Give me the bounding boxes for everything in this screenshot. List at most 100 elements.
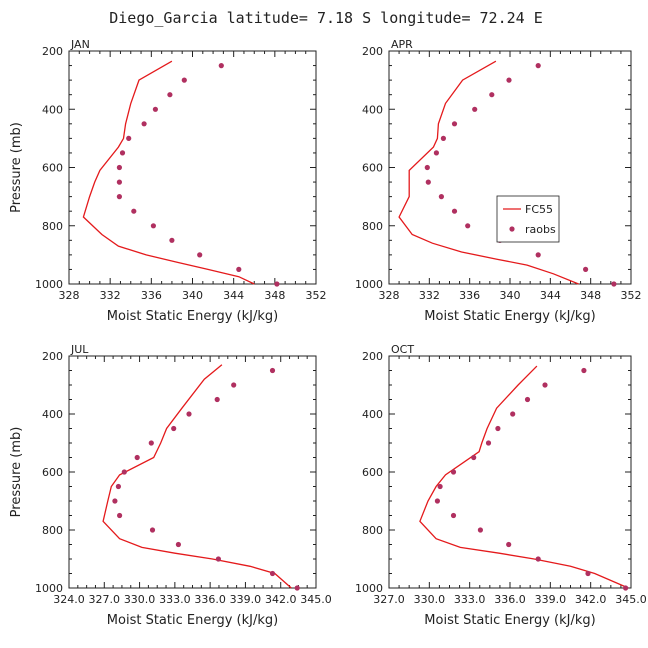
- y-tick-label: 400: [362, 103, 383, 116]
- y-tick-label: 200: [42, 45, 63, 58]
- x-tick-label: 324.0: [53, 593, 85, 606]
- y-tick-label: 800: [42, 220, 63, 233]
- raobs-point: [425, 179, 431, 185]
- y-tick-label: 400: [42, 408, 63, 421]
- x-tick-label: 352: [621, 289, 642, 302]
- month-label: OCT: [391, 343, 414, 356]
- x-tick-label: 332: [419, 289, 440, 302]
- raobs-point: [524, 396, 531, 403]
- raobs-point: [214, 396, 220, 403]
- raobs-point: [623, 585, 629, 591]
- x-tick-label: 340: [182, 289, 203, 302]
- raobs-point: [451, 121, 458, 127]
- x-tick-label: 336.0: [194, 593, 226, 606]
- raobs-point: [535, 556, 541, 562]
- raobs-point: [269, 367, 276, 374]
- x-tick-label: 342.0: [265, 593, 297, 606]
- figure-title: Diego_Garcia latitude= 7.18 S longitude=…: [109, 9, 542, 27]
- raobs-point: [236, 266, 242, 272]
- series-fc55-line: [102, 364, 292, 589]
- x-tick-label: 328: [59, 289, 80, 302]
- x-tick-label: 344: [223, 289, 244, 302]
- raobs-point: [451, 208, 458, 214]
- legend: FC55 raobs: [496, 195, 560, 243]
- panel-jul: JUL 324.0 327.0 330.0 333.0 336.0 339.0 342.0 34…: [9, 343, 332, 628]
- raobs-point: [171, 425, 177, 432]
- raobs-point: [175, 541, 181, 548]
- raobs-point: [581, 367, 587, 374]
- raobs-point: [116, 164, 122, 171]
- plot-frame: [68, 355, 317, 589]
- x-axis-label: Moist Static Energy (kJ/kg): [424, 613, 595, 628]
- x-tick-label: 328: [379, 289, 400, 302]
- raobs-point: [148, 440, 154, 446]
- raobs-point: [433, 150, 439, 156]
- x-tick-label: 332: [100, 289, 121, 302]
- raobs-point: [181, 77, 187, 83]
- x-tick-label: 344: [540, 289, 561, 302]
- raobs-point: [152, 106, 158, 112]
- raobs-point: [167, 92, 173, 98]
- y-tick-label: 800: [362, 220, 383, 233]
- x-tick-label: 348: [580, 289, 601, 302]
- month-label: JAN: [70, 38, 90, 51]
- raobs-point: [583, 266, 589, 272]
- raobs-point: [116, 179, 122, 185]
- raobs-point: [169, 237, 175, 243]
- raobs-point: [112, 498, 118, 504]
- y-tick-label: 200: [362, 350, 383, 363]
- legend-raobs-label: raobs: [525, 223, 556, 236]
- raobs-point: [218, 63, 224, 69]
- y-tick-label: 600: [42, 162, 63, 175]
- x-tick-label: 327.0: [89, 593, 121, 606]
- raobs-point: [215, 556, 221, 562]
- raobs-point: [585, 570, 591, 577]
- x-axis-label: Moist Static Energy (kJ/kg): [424, 309, 595, 324]
- raobs-point: [186, 411, 192, 417]
- raobs-point: [510, 411, 516, 417]
- raobs-point: [274, 281, 280, 287]
- x-tick-label: 330.0: [124, 593, 156, 606]
- x-tick-label: 340: [500, 289, 521, 302]
- raobs-point: [141, 121, 147, 127]
- y-tick-label: 600: [362, 162, 383, 175]
- y-tick-label: 600: [42, 466, 63, 479]
- raobs-point: [438, 194, 444, 200]
- x-tick-label: 333.0: [159, 593, 191, 606]
- raobs-point: [434, 498, 440, 504]
- y-tick-label: 1000: [355, 278, 383, 291]
- raobs-point: [506, 77, 512, 83]
- raobs-point: [611, 281, 617, 287]
- raobs-point: [115, 483, 121, 490]
- raobs-point: [485, 440, 492, 446]
- y-axis-label: Pressure (mb): [9, 427, 24, 518]
- y-tick-label: 200: [362, 45, 383, 58]
- x-axis-label: Moist Static Energy (kJ/kg): [107, 309, 278, 324]
- x-tick-label: 342.0: [575, 593, 607, 606]
- raobs-point: [471, 454, 477, 461]
- x-tick-label: 333.0: [454, 593, 486, 606]
- raobs-point: [294, 585, 300, 591]
- raobs-point: [134, 454, 140, 461]
- plot-frame: [68, 50, 317, 285]
- y-tick-label: 600: [362, 466, 383, 479]
- x-tick-label: 330.0: [414, 593, 446, 606]
- raobs-point: [149, 527, 156, 533]
- x-tick-label: 336: [459, 289, 480, 302]
- month-label: JUL: [70, 343, 89, 356]
- raobs-point: [121, 469, 127, 475]
- x-tick-label: 336: [141, 289, 162, 302]
- y-tick-label: 1000: [355, 582, 383, 595]
- plot-frame: [388, 355, 632, 589]
- series-fc55-line: [398, 60, 579, 285]
- raobs-point: [424, 164, 430, 171]
- panel-oct: OCT 327.0 330.0 333.0 336.0 339.0 342.0 345.0 20…: [355, 343, 647, 628]
- raobs-point: [116, 194, 122, 200]
- raobs-point: [535, 63, 541, 69]
- series-fc55-line: [82, 60, 255, 285]
- raobs-point: [472, 106, 478, 112]
- y-tick-label: 400: [362, 408, 383, 421]
- raobs-point: [119, 150, 126, 156]
- x-tick-label: 352: [306, 289, 327, 302]
